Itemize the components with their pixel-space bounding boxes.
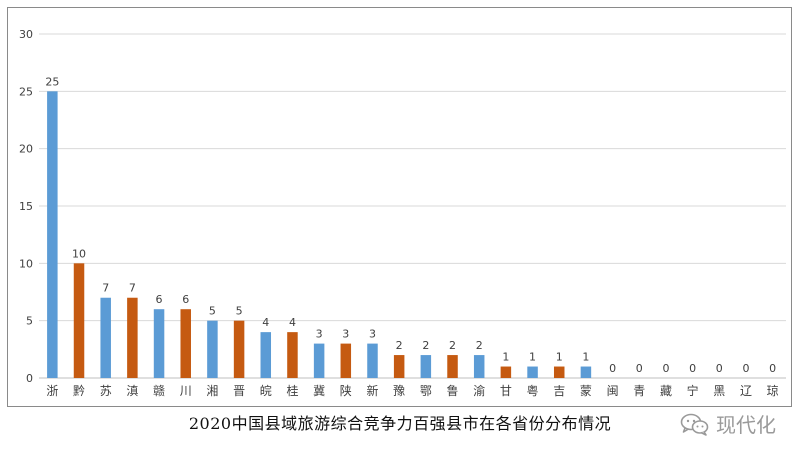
x-tick-label: 鄂 bbox=[420, 384, 432, 398]
x-tick-label: 新 bbox=[366, 383, 378, 398]
x-tick-label: 辽 bbox=[740, 384, 752, 398]
y-tick-label: 15 bbox=[19, 200, 33, 213]
data-label: 2 bbox=[422, 339, 429, 352]
x-tick-label: 豫 bbox=[393, 384, 405, 398]
bar bbox=[233, 320, 245, 378]
x-tick-label: 冀 bbox=[313, 384, 325, 398]
bar bbox=[287, 332, 298, 378]
x-tick-label: 赣 bbox=[153, 384, 165, 398]
x-tick-label: 琼 bbox=[767, 383, 779, 398]
bar bbox=[207, 320, 218, 378]
bar bbox=[100, 297, 111, 378]
data-label: 2 bbox=[396, 339, 403, 352]
bar bbox=[553, 366, 565, 378]
bar bbox=[580, 366, 592, 378]
data-label: 7 bbox=[102, 282, 109, 295]
y-tick-label: 10 bbox=[19, 257, 33, 270]
bar bbox=[340, 343, 352, 378]
x-tick-label: 青 bbox=[633, 384, 645, 398]
data-label: 0 bbox=[636, 362, 643, 375]
bar bbox=[393, 355, 405, 378]
data-label: 7 bbox=[129, 282, 136, 295]
x-tick-label: 黔 bbox=[73, 383, 85, 398]
x-tick-label: 蒙 bbox=[580, 384, 592, 398]
wechat-icon bbox=[680, 413, 709, 436]
data-label: 6 bbox=[182, 293, 189, 306]
y-tick-label: 0 bbox=[26, 372, 33, 385]
x-tick-label: 粤 bbox=[527, 383, 539, 398]
data-label: 0 bbox=[769, 362, 776, 375]
chart-caption: 2020中国县域旅游综合竞争力百强县市在各省份分布情况 bbox=[188, 414, 612, 433]
bar bbox=[420, 355, 432, 378]
data-label: 2 bbox=[476, 339, 483, 352]
watermark-text: 现代化 bbox=[716, 413, 776, 437]
data-label: 25 bbox=[45, 75, 59, 88]
x-tick-label: 苏 bbox=[100, 384, 112, 398]
x-tick-label: 宁 bbox=[687, 383, 699, 398]
bar bbox=[313, 343, 325, 378]
bar bbox=[127, 297, 138, 378]
bar bbox=[447, 355, 458, 378]
bar bbox=[73, 263, 85, 378]
bar-chart: 05101520253025浙10黔7苏7滇6赣6川5湘5晋4皖4桂3冀3陕3新… bbox=[19, 28, 786, 398]
data-label: 0 bbox=[662, 362, 669, 375]
x-tick-label: 浙 bbox=[46, 384, 58, 398]
y-tick-label: 25 bbox=[19, 85, 33, 98]
x-tick-label: 湘 bbox=[206, 383, 218, 398]
data-label: 0 bbox=[609, 362, 616, 375]
x-tick-label: 闽 bbox=[607, 384, 619, 398]
x-tick-label: 鲁 bbox=[447, 384, 459, 398]
data-label: 4 bbox=[289, 316, 296, 329]
bar bbox=[527, 366, 538, 378]
x-tick-label: 滇 bbox=[126, 384, 138, 398]
data-label: 5 bbox=[236, 305, 243, 318]
data-label: 2 bbox=[449, 339, 456, 352]
x-tick-label: 桂 bbox=[286, 383, 298, 398]
data-label: 1 bbox=[529, 351, 536, 364]
bar bbox=[153, 309, 165, 378]
data-label: 1 bbox=[582, 351, 589, 364]
x-tick-label: 皖 bbox=[260, 384, 272, 398]
x-tick-label: 黑 bbox=[713, 384, 725, 398]
data-label: 10 bbox=[72, 247, 86, 260]
data-label: 3 bbox=[369, 328, 376, 341]
x-tick-label: 陕 bbox=[340, 383, 352, 398]
x-tick-label: 吉 bbox=[553, 384, 565, 398]
x-tick-label: 渝 bbox=[473, 383, 485, 398]
watermark: 现代化 bbox=[680, 409, 776, 438]
x-tick-label: 川 bbox=[180, 384, 192, 398]
bar bbox=[47, 91, 58, 378]
data-label: 4 bbox=[262, 316, 269, 329]
data-label: 1 bbox=[556, 351, 563, 364]
bar bbox=[180, 309, 191, 378]
bar bbox=[500, 366, 512, 378]
y-tick-label: 20 bbox=[19, 143, 33, 156]
data-label: 3 bbox=[316, 328, 323, 341]
data-label: 6 bbox=[156, 293, 163, 306]
data-label: 1 bbox=[502, 351, 509, 364]
chart-frame: 0 5 10 15 20 25 30 25 浙 10 黔 7 苏 7 滇 6 赣 6 川 5 湘 5 晋 4 皖 4 桂 3 冀 3 陕 3 新… bbox=[7, 7, 792, 407]
x-tick-label: 藏 bbox=[660, 384, 672, 398]
bar bbox=[367, 343, 378, 378]
bar bbox=[260, 332, 272, 378]
data-label: 0 bbox=[716, 362, 723, 375]
data-label: 3 bbox=[342, 328, 349, 341]
x-tick-label: 晋 bbox=[233, 384, 245, 398]
x-tick-label: 甘 bbox=[500, 384, 512, 398]
data-label: 0 bbox=[742, 362, 749, 375]
y-tick-label: 5 bbox=[26, 315, 33, 328]
data-label: 5 bbox=[209, 305, 216, 318]
data-label: 0 bbox=[689, 362, 696, 375]
y-tick-label: 30 bbox=[19, 28, 33, 41]
bar bbox=[473, 355, 485, 378]
